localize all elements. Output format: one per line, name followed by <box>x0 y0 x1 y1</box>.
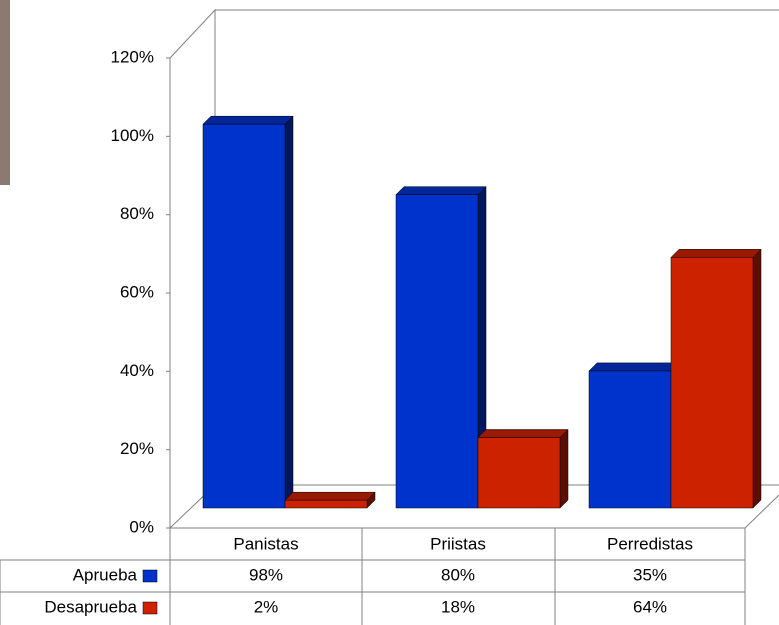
bar <box>395 194 479 509</box>
legend-label: Desaprueba <box>44 597 137 616</box>
y-tick-label: 120% <box>111 47 154 66</box>
y-tick-label: 20% <box>120 439 154 458</box>
bar <box>477 437 561 509</box>
bar-top <box>284 491 376 501</box>
bar-side <box>284 115 294 509</box>
photo-fragment <box>0 0 10 185</box>
table-value: 98% <box>249 565 283 584</box>
table-value: 2% <box>254 597 279 616</box>
table-value: 80% <box>441 565 475 584</box>
x-tick-label: Priistas <box>430 534 486 553</box>
bar <box>284 499 368 509</box>
table-value: 64% <box>633 597 667 616</box>
bar-top <box>477 429 569 438</box>
y-tick-label: 80% <box>120 204 154 223</box>
y-tick-label: 100% <box>111 126 154 145</box>
bar-top <box>395 186 487 195</box>
bar-top <box>588 362 680 372</box>
y-tick-label: 0% <box>129 517 154 536</box>
table-value: 18% <box>441 597 475 616</box>
x-tick-label: Perredistas <box>607 534 693 553</box>
bar-top <box>670 249 762 258</box>
bar <box>670 257 754 509</box>
table-value: 35% <box>633 565 667 584</box>
y-tick-label: 40% <box>120 361 154 380</box>
bar <box>588 370 672 509</box>
bar-side <box>752 248 762 509</box>
legend-key <box>142 601 158 615</box>
legend-key <box>142 569 158 583</box>
bar-top <box>202 115 294 125</box>
data-table <box>0 528 746 625</box>
bar <box>202 123 286 509</box>
x-tick-label: Panistas <box>233 534 298 553</box>
legend-label: Aprueba <box>73 565 138 584</box>
bar-side <box>559 428 569 509</box>
y-tick-label: 60% <box>120 282 154 301</box>
